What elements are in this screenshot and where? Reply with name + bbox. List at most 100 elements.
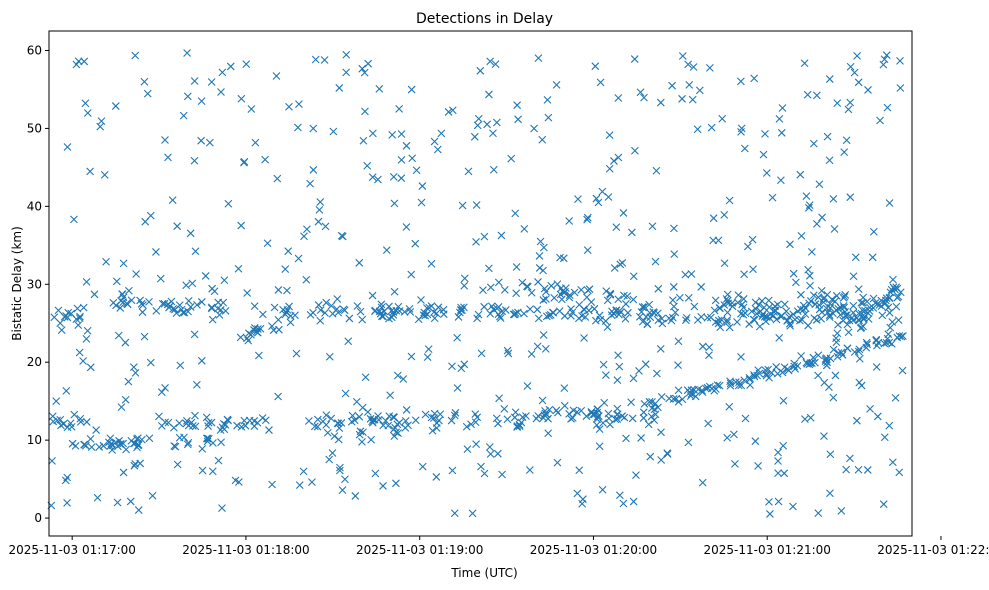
data-point: [313, 415, 322, 424]
data-point: [511, 408, 520, 417]
data-point: [190, 156, 199, 165]
data-point: [603, 296, 612, 305]
data-point: [113, 498, 122, 507]
data-point: [796, 305, 805, 314]
data-point: [823, 290, 832, 299]
data-point: [864, 315, 873, 323]
data-point: [737, 127, 745, 136]
data-point: [500, 404, 509, 413]
data-point: [119, 439, 128, 448]
data-point: [812, 91, 821, 100]
data-point: [784, 366, 793, 375]
data-point: [325, 352, 334, 361]
data-point: [302, 275, 311, 284]
data-point: [815, 301, 823, 309]
data-point: [854, 285, 863, 293]
data-point: [498, 470, 506, 479]
data-point: [364, 59, 373, 68]
data-point: [145, 297, 153, 306]
y-tick-label: 0: [34, 511, 42, 525]
data-point: [526, 305, 534, 313]
data-point: [766, 510, 774, 518]
data-point: [560, 312, 569, 320]
data-point: [668, 296, 677, 304]
data-point: [48, 456, 56, 465]
data-point: [877, 302, 886, 311]
data-point: [889, 275, 897, 284]
data-point: [489, 165, 498, 174]
data-point: [713, 381, 722, 390]
data-point: [523, 382, 532, 390]
data-point: [485, 90, 493, 99]
data-point: [825, 75, 834, 83]
data-point: [273, 174, 282, 183]
data-point: [826, 299, 834, 308]
data-point: [755, 322, 764, 331]
data-point: [421, 311, 430, 320]
data-point: [304, 417, 313, 425]
data-point: [669, 395, 678, 403]
data-point: [701, 384, 710, 393]
data-point: [417, 198, 426, 207]
data-point: [663, 450, 672, 458]
data-point: [377, 312, 386, 321]
data-point: [599, 419, 607, 427]
data-point: [433, 145, 442, 154]
data-point: [406, 307, 415, 316]
data-point: [596, 78, 605, 87]
data-point: [865, 307, 874, 315]
data-point: [460, 274, 469, 283]
data-point: [565, 217, 574, 225]
data-point: [778, 104, 787, 112]
data-point: [59, 420, 68, 428]
data-point: [579, 495, 587, 504]
data-point: [119, 298, 128, 307]
y-tick-label: 40: [27, 199, 42, 213]
y-tick-label: 30: [27, 277, 42, 291]
data-point: [274, 315, 283, 324]
data-point: [309, 166, 318, 174]
data-point: [682, 313, 691, 322]
data-point: [540, 284, 549, 293]
data-point: [761, 317, 770, 326]
data-point: [817, 314, 826, 323]
data-point: [494, 419, 502, 428]
data-point: [883, 334, 892, 343]
data-point: [322, 411, 331, 420]
data-point: [57, 421, 65, 430]
data-point: [591, 62, 600, 71]
data-point: [844, 328, 853, 337]
data-point: [606, 290, 615, 299]
data-point: [217, 88, 225, 96]
data-point: [650, 416, 659, 424]
data-point: [614, 351, 622, 360]
data-point: [606, 420, 614, 429]
data-point: [844, 105, 853, 114]
data-point: [448, 362, 456, 371]
data-point: [520, 309, 528, 318]
data-point: [330, 432, 339, 441]
data-point: [392, 306, 401, 315]
data-point: [684, 60, 693, 69]
data-point: [532, 414, 541, 423]
data-point: [407, 85, 416, 94]
data-point: [600, 398, 609, 407]
data-point: [358, 64, 367, 73]
data-point: [203, 437, 212, 446]
data-point: [514, 115, 522, 124]
data-point: [553, 458, 562, 467]
data-point: [321, 308, 329, 317]
data-point: [888, 458, 897, 467]
data-point: [645, 300, 654, 309]
data-point: [63, 498, 71, 507]
data-point: [341, 475, 349, 484]
data-point: [190, 77, 199, 85]
data-point: [486, 450, 495, 458]
data-point: [186, 303, 195, 311]
data-point: [79, 357, 87, 365]
data-point: [457, 303, 465, 312]
data-point: [70, 410, 79, 419]
data-point: [480, 232, 489, 241]
data-point: [583, 213, 592, 222]
data-point: [494, 278, 503, 287]
